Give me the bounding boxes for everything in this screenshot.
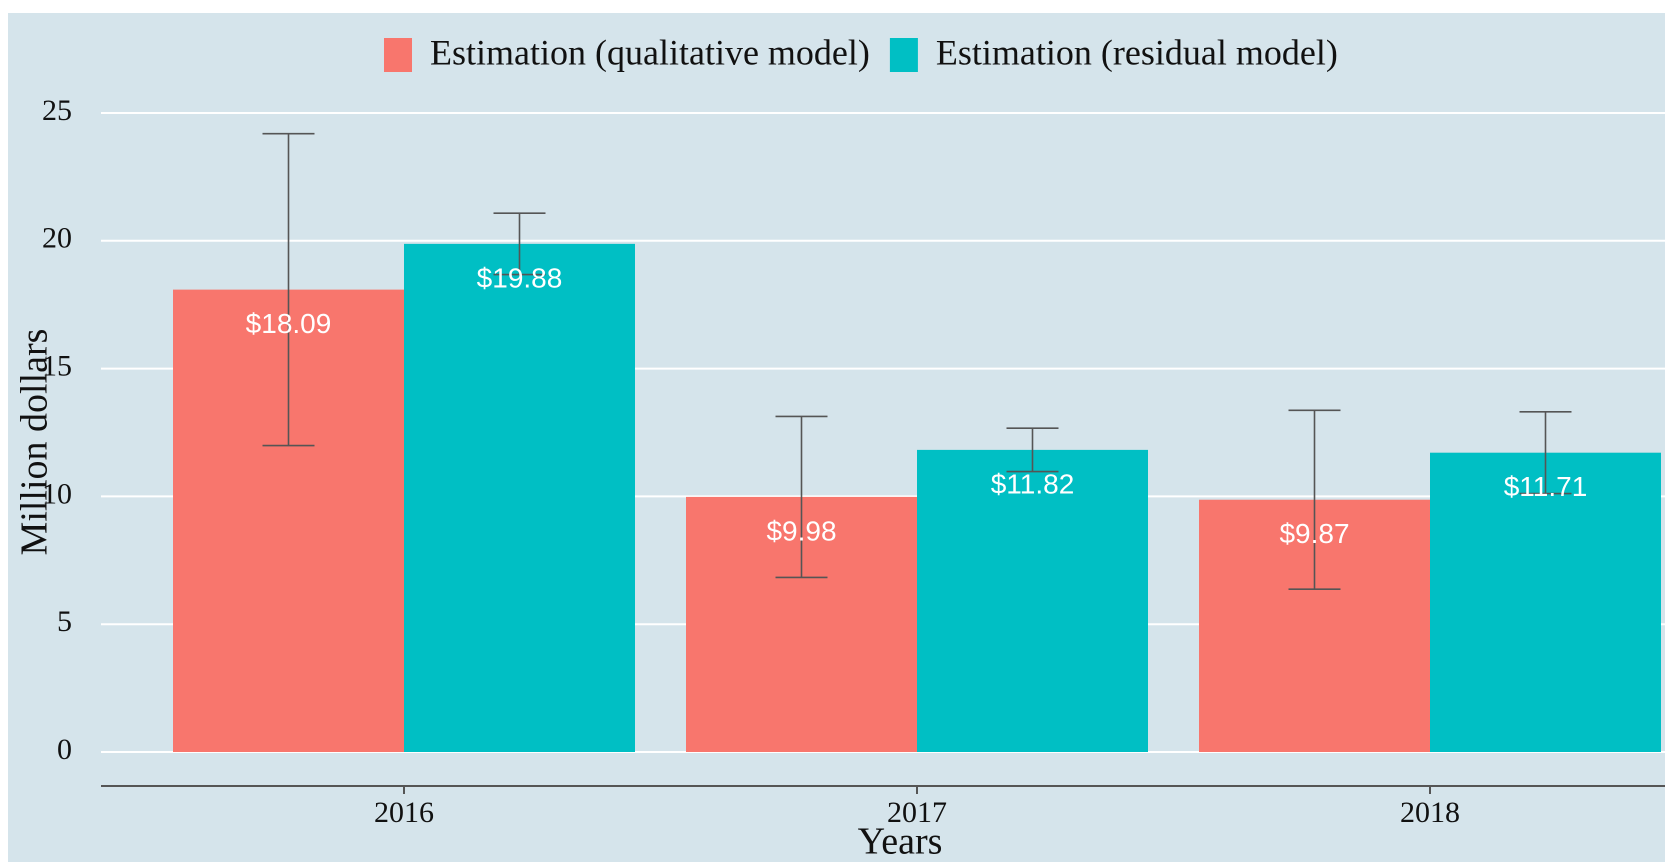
y-tick-label: 20 (42, 222, 72, 255)
value-label: $19.88 (477, 262, 563, 293)
error-bar (1288, 409, 1341, 590)
y-tick-label: 10 (42, 477, 72, 510)
y-tick-label: 25 (42, 94, 72, 127)
legend-swatch (889, 38, 918, 72)
legend-label: Estimation (qualitative model) (430, 32, 870, 72)
value-label: $11.82 (991, 468, 1075, 499)
value-label: $9.98 (766, 515, 836, 546)
legend-swatch (384, 38, 412, 72)
x-tick-label: 2016 (374, 796, 434, 829)
y-tick-label: 5 (57, 605, 72, 638)
value-label: $9.87 (1279, 518, 1349, 549)
error-bar (1006, 427, 1059, 473)
value-label: $11.71 (1504, 471, 1588, 502)
x-tick-label: 2017 (887, 796, 947, 829)
y-tick-label: 0 (57, 733, 72, 766)
error-bar (1519, 410, 1572, 495)
bar (917, 449, 1148, 752)
x-axis-label: Years (858, 821, 943, 863)
legend-label: Estimation (residual model) (936, 32, 1338, 72)
y-tick-label: 15 (42, 349, 72, 382)
value-label: $18.09 (246, 308, 332, 339)
y-axis-label: Million dollars (14, 329, 56, 556)
bar (1430, 452, 1661, 752)
x-tick-label: 2018 (1400, 796, 1460, 829)
error-bar (262, 132, 315, 447)
error-bar (493, 212, 546, 276)
bar (404, 243, 635, 753)
error-bar (775, 415, 828, 579)
